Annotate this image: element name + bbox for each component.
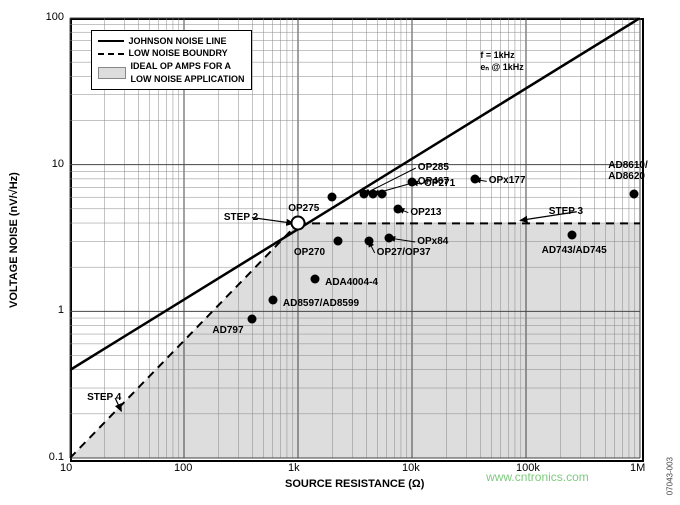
datapoint-OP270 [333,236,342,245]
datapoint-OP213 [394,204,403,213]
datapoint-AD8597/AD8599 [268,295,277,304]
label-OP467: OP467 [418,176,449,187]
label-OP285: OP285 [418,162,449,173]
datapoint-OPx84 [385,234,394,243]
label-AD8610/AD8620: AD8610/AD8620 [608,160,647,182]
label-AD8597/AD8599: AD8597/AD8599 [283,298,359,309]
label-ADA4004-4: ADA4004-4 [325,277,378,288]
datapoint-ADA4004-4 [311,275,320,284]
annotation: STEP 2 [224,212,258,223]
label-AD743/AD745: AD743/AD745 [542,245,607,256]
annotation: STEP 4 [87,392,121,403]
datapoint-AD8610/AD8620 [630,190,639,199]
datapoint-AD797 [248,314,257,323]
watermark: www.cntronics.com [486,470,589,484]
datapoint-grp1b [369,190,378,199]
datapoint-AD743/AD745 [567,231,576,240]
label-OP275: OP275 [288,203,319,214]
datapoint-OP275 [328,192,337,201]
label-OP270: OP270 [294,247,325,258]
label-AD797: AD797 [212,325,243,336]
legend: JOHNSON NOISE LINELOW NOISE BOUNDRYIDEAL… [91,30,252,90]
label-OPx177: OPx177 [489,175,526,186]
label-OPx84: OPx84 [417,236,448,247]
datapoint-OPx177 [470,175,479,184]
datapoint-grp1c [378,190,387,199]
datapoint-grp1a [360,190,369,199]
datapoint-OP27/OP37 [364,236,373,245]
datapoint-OP271 [408,178,417,187]
freq-note: f = 1kHzeₙ @ 1kHz [480,50,523,73]
label-OP213: OP213 [410,207,441,218]
label-OP27/OP37: OP27/OP37 [377,247,431,258]
annotation: STEP 3 [549,206,583,217]
step2-point [291,216,306,231]
